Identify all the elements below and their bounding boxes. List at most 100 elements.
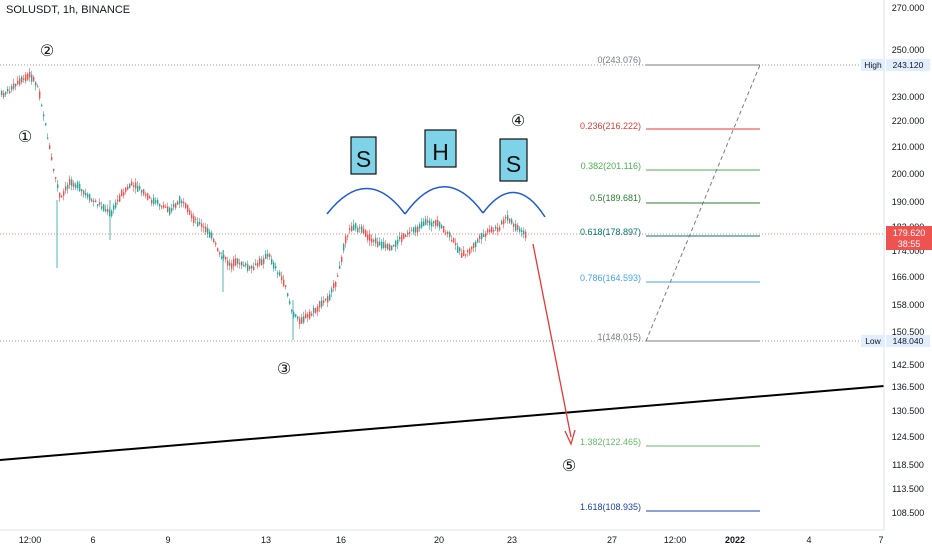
hs-letter-right: S — [506, 151, 521, 177]
candle-body — [35, 82, 37, 86]
candle-body — [77, 182, 79, 189]
candle-body — [211, 232, 213, 239]
candle-body — [175, 203, 177, 208]
candle-body — [511, 219, 513, 224]
price-tick-label: 118.500 — [892, 460, 924, 470]
candle-body — [481, 232, 483, 240]
candle-body — [85, 193, 87, 196]
candle-body — [125, 187, 127, 192]
candle-body — [457, 246, 459, 253]
candle-body — [381, 241, 383, 249]
candle-body — [87, 194, 89, 198]
wave-label-4[interactable]: ④ — [511, 111, 525, 130]
candle-body — [63, 191, 65, 196]
time-tick-label: 7 — [878, 535, 883, 545]
candle-body — [167, 206, 169, 213]
wave-label-2[interactable]: ② — [40, 41, 54, 60]
candle-body — [403, 233, 405, 239]
candle-body — [503, 219, 505, 225]
hs-arc-head[interactable] — [404, 186, 484, 215]
candle-body — [421, 221, 423, 228]
candle-body — [229, 262, 231, 266]
candle-body — [299, 318, 301, 325]
candle-body — [363, 228, 365, 234]
candle-body — [497, 227, 499, 232]
wave-label-3[interactable]: ③ — [277, 359, 291, 378]
candle-body — [103, 204, 105, 211]
support-trendline[interactable] — [0, 385, 885, 461]
candle-body — [55, 176, 57, 179]
candle-body — [7, 88, 9, 92]
candle-body — [213, 238, 215, 243]
candle-body — [405, 234, 407, 237]
hs-arc-left-shoulder[interactable] — [326, 187, 406, 215]
candle-body — [145, 194, 147, 196]
candle-body — [509, 218, 511, 223]
candle-body — [483, 234, 485, 238]
hs-box-head[interactable] — [424, 129, 457, 168]
candle-body — [193, 216, 195, 223]
candle-body — [385, 244, 387, 249]
candle-body — [351, 225, 353, 231]
candle-body — [49, 145, 51, 150]
candle-body — [283, 279, 285, 287]
candle-body — [115, 202, 117, 208]
candle-body — [525, 231, 527, 238]
candle-body — [171, 208, 173, 212]
hs-arc-right-shoulder[interactable] — [482, 191, 546, 218]
candle-body — [319, 301, 321, 308]
candle-body — [513, 223, 515, 227]
candle-body — [233, 259, 235, 266]
candle-body — [337, 275, 339, 277]
arrow-down-icon[interactable] — [532, 243, 572, 438]
candle-body — [119, 195, 121, 202]
hs-box-right[interactable] — [499, 138, 528, 182]
candle-body — [287, 293, 289, 296]
candle-body — [29, 71, 31, 78]
candle-body — [315, 308, 317, 313]
time-tick-label: 16 — [336, 535, 346, 545]
candle-body — [495, 226, 497, 229]
candle-body — [441, 225, 443, 229]
candle-body — [453, 238, 455, 243]
candle-body — [417, 226, 419, 233]
candle-body — [165, 206, 167, 208]
candle-body — [147, 193, 149, 200]
candle-body — [221, 256, 223, 259]
high-label: High — [864, 60, 882, 70]
candle-body — [427, 220, 429, 223]
fib-trend-connector[interactable] — [645, 64, 761, 342]
candle-body — [5, 91, 7, 95]
candle-body — [129, 183, 131, 189]
candle-body — [237, 258, 239, 264]
low-tag — [861, 335, 885, 347]
price-tick-label: 124.500 — [892, 432, 925, 442]
candle-body — [409, 231, 411, 234]
candle-body — [189, 210, 191, 215]
candle-body — [265, 253, 267, 259]
hs-box-left[interactable] — [350, 136, 377, 175]
wave-label-1[interactable]: ① — [18, 127, 32, 146]
candle-body — [471, 246, 473, 250]
fib-label-1382: 1.382(122.465) — [580, 437, 641, 447]
candle-body — [467, 250, 469, 252]
price-tick-label: 210.000 — [892, 142, 925, 152]
candle-body — [379, 241, 381, 246]
candle-body — [51, 156, 53, 161]
time-axis[interactable]: 12:00 6 9 13 16 20 23 27 12:00 2022 4 7 — [0, 529, 932, 550]
candle-body — [359, 227, 361, 229]
candle-body — [1, 90, 3, 95]
candle-body — [443, 226, 445, 233]
candle-body — [323, 300, 325, 303]
price-axis[interactable]: 270.000 250.000 230.000 220.000 210.000 200.0… — [861, 0, 932, 530]
candle-body — [279, 272, 281, 276]
candle-body — [91, 199, 93, 202]
candle-body — [177, 201, 179, 205]
low-value-tag — [886, 335, 930, 347]
candle-body — [3, 92, 5, 98]
candle-body — [307, 314, 309, 318]
candle-body — [215, 242, 217, 245]
wave-label-5[interactable]: ⑤ — [562, 456, 576, 475]
candle-body — [461, 252, 463, 258]
